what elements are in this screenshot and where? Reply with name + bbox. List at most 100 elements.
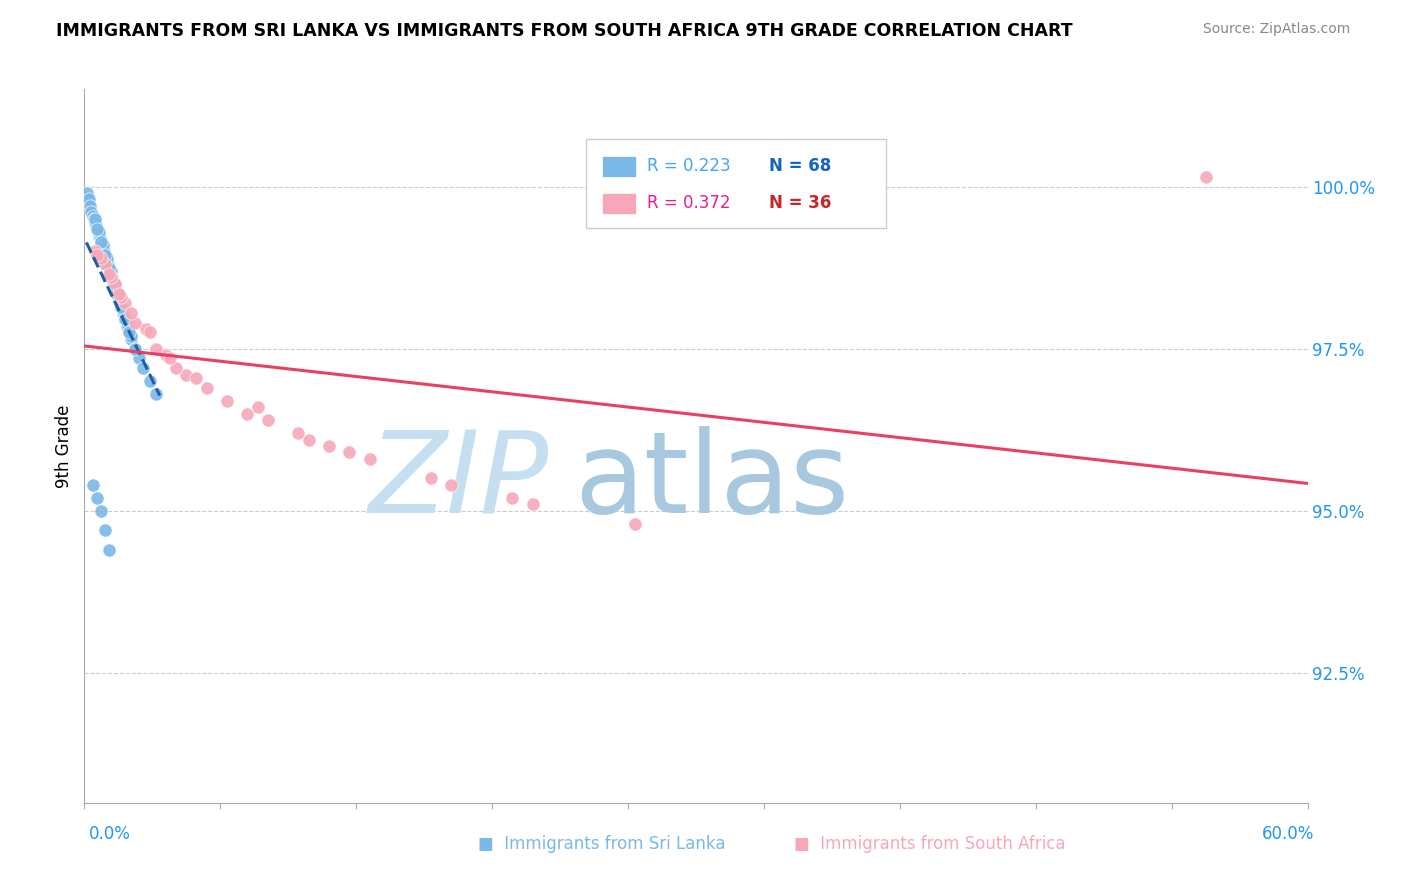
Point: [135, 322, 157, 336]
Text: N = 36: N = 36: [769, 194, 832, 212]
Point: [87, 228, 110, 243]
Text: 60.0%: 60.0%: [1263, 825, 1315, 843]
Point: [104, 283, 127, 297]
Point: [1195, 169, 1218, 184]
Point: [87, 225, 110, 239]
Point: [298, 433, 321, 447]
Point: [339, 445, 361, 459]
Point: [120, 306, 142, 320]
Point: [93, 244, 115, 259]
Point: [165, 361, 187, 376]
Point: [90, 251, 112, 265]
Point: [91, 238, 114, 252]
Point: [84, 219, 107, 233]
Point: [217, 393, 239, 408]
Point: [132, 361, 155, 376]
Point: [138, 374, 160, 388]
Point: [96, 254, 118, 268]
Point: [97, 267, 120, 281]
Point: [101, 274, 124, 288]
Point: [79, 193, 101, 207]
Point: [114, 296, 136, 310]
Point: [502, 491, 524, 505]
Point: [91, 241, 114, 255]
Point: [83, 211, 105, 226]
Point: [420, 471, 443, 485]
Point: [522, 497, 544, 511]
Point: [128, 351, 150, 366]
Point: [120, 328, 142, 343]
Point: [120, 332, 142, 346]
Point: [110, 300, 132, 314]
FancyBboxPatch shape: [602, 155, 636, 177]
Point: [101, 274, 124, 288]
Point: [114, 312, 136, 326]
Point: [174, 368, 197, 382]
Point: [104, 280, 127, 294]
Text: Source: ZipAtlas.com: Source: ZipAtlas.com: [1202, 22, 1350, 37]
Point: [79, 199, 101, 213]
Point: [195, 381, 218, 395]
Text: atlas: atlas: [574, 426, 849, 537]
Point: [287, 425, 309, 440]
Point: [124, 316, 146, 330]
Point: [118, 326, 141, 340]
Text: R = 0.372: R = 0.372: [647, 194, 731, 212]
Point: [93, 247, 117, 261]
Point: [97, 260, 120, 275]
Text: N = 68: N = 68: [769, 157, 831, 175]
Point: [159, 351, 181, 366]
Point: [89, 231, 111, 245]
Point: [124, 342, 146, 356]
Point: [112, 302, 135, 317]
Point: [186, 371, 208, 385]
Point: [94, 251, 117, 265]
Point: [100, 264, 122, 278]
Point: [86, 221, 108, 235]
Point: [105, 286, 128, 301]
Point: [103, 277, 125, 291]
Point: [110, 290, 132, 304]
Text: ZIP: ZIP: [368, 426, 550, 537]
Point: [83, 211, 105, 226]
Point: [100, 267, 122, 281]
Point: [107, 290, 129, 304]
Point: [115, 318, 138, 333]
Point: [90, 504, 112, 518]
Point: [145, 342, 167, 356]
Point: [108, 293, 131, 307]
FancyBboxPatch shape: [586, 139, 886, 228]
Point: [110, 300, 132, 314]
Point: [90, 235, 112, 249]
FancyBboxPatch shape: [602, 193, 636, 214]
Point: [108, 286, 131, 301]
Point: [104, 277, 127, 291]
Point: [90, 235, 112, 249]
Point: [97, 542, 120, 557]
Point: [98, 264, 121, 278]
Point: [114, 312, 136, 326]
Point: [93, 247, 117, 261]
Text: ■  Immigrants from Sri Lanka: ■ Immigrants from Sri Lanka: [478, 835, 725, 853]
Point: [108, 296, 131, 310]
Point: [115, 316, 138, 330]
Text: 0.0%: 0.0%: [89, 825, 131, 843]
Point: [82, 478, 104, 492]
Point: [90, 238, 112, 252]
Point: [97, 257, 120, 271]
Point: [104, 277, 127, 291]
Point: [108, 290, 131, 304]
Point: [86, 491, 108, 505]
Point: [83, 244, 105, 259]
Point: [105, 286, 128, 301]
Text: IMMIGRANTS FROM SRI LANKA VS IMMIGRANTS FROM SOUTH AFRICA 9TH GRADE CORRELATION : IMMIGRANTS FROM SRI LANKA VS IMMIGRANTS …: [56, 22, 1073, 40]
Point: [100, 270, 122, 285]
Point: [440, 478, 463, 492]
Point: [76, 186, 98, 200]
Point: [80, 205, 103, 219]
Point: [97, 260, 120, 275]
Point: [118, 326, 141, 340]
Point: [124, 342, 146, 356]
Point: [145, 387, 167, 401]
Text: R = 0.223: R = 0.223: [647, 157, 731, 175]
